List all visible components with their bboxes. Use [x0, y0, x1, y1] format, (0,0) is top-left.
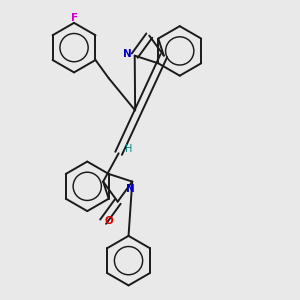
- Text: N: N: [123, 49, 132, 59]
- Text: F: F: [71, 13, 78, 22]
- Text: O: O: [104, 216, 113, 226]
- Text: N: N: [126, 184, 135, 194]
- Text: H: H: [125, 144, 132, 154]
